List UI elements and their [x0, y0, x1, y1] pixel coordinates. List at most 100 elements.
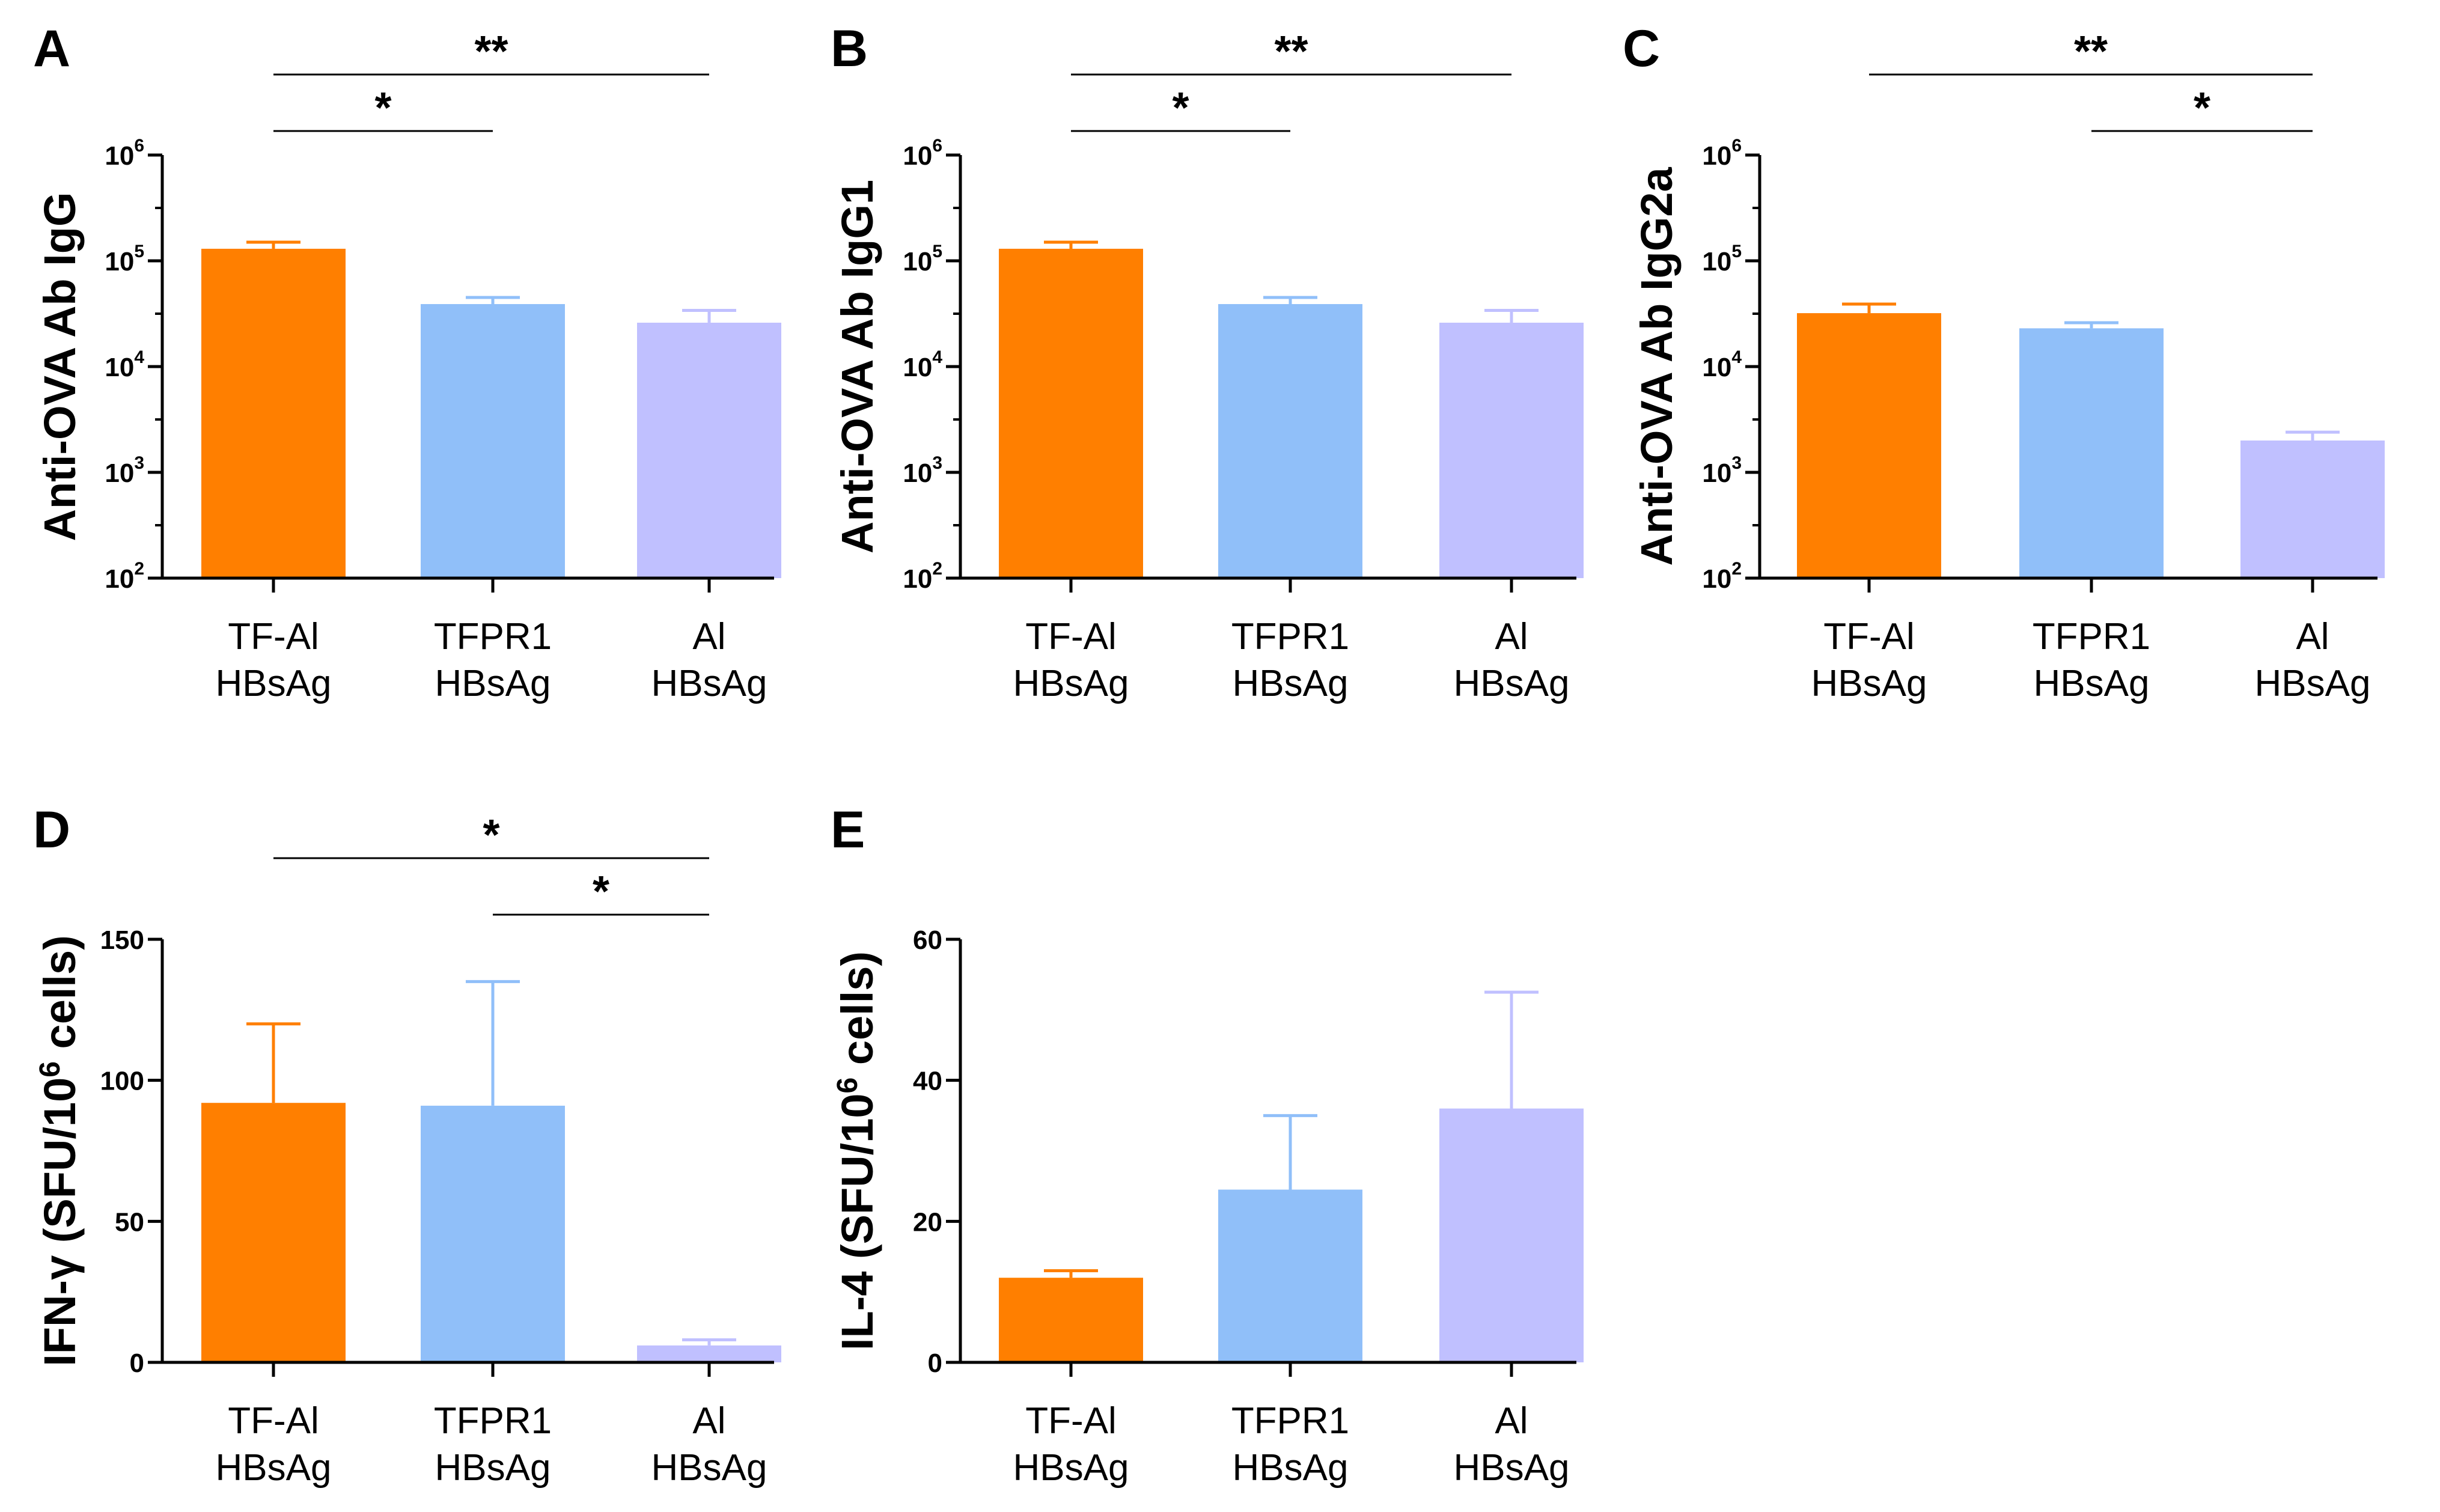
significance-label: * [1172, 84, 1189, 132]
y-tick-label: 0 [928, 1349, 942, 1378]
category-label-line2: HBsAg [2034, 663, 2150, 704]
significance-label: ** [1274, 28, 1308, 76]
y-tick-label: 50 [115, 1207, 144, 1237]
y-tick-label: 106 [105, 136, 144, 171]
category-label-line2: HBsAg [435, 663, 551, 704]
category-label-line2: HBsAg [1013, 1447, 1129, 1489]
y-tick-label: 104 [903, 347, 942, 382]
y-tick-label: 105 [903, 242, 942, 276]
y-axis-label: Anti-OVA Ab IgG [35, 192, 85, 541]
category-label-line1: Al [2296, 616, 2329, 657]
bar [999, 1278, 1143, 1362]
y-tick-label-exp: 4 [134, 347, 144, 367]
category-label-line2: HBsAg [216, 1447, 332, 1489]
y-tick-label-exp: 3 [1731, 453, 1742, 473]
category-label-line1: TFPR1 [2033, 616, 2150, 657]
y-tick-label: 100 [100, 1067, 144, 1096]
category-label-line2: HBsAg [651, 1447, 767, 1489]
y-label-exp: 6 [832, 1078, 864, 1094]
y-tick-label-exp: 6 [134, 136, 144, 156]
bar [1218, 1189, 1362, 1362]
y-tick-label-exp: 5 [1731, 242, 1742, 261]
y-tick-label-base: 10 [1702, 353, 1731, 382]
y-tick-label: 104 [105, 347, 144, 382]
panel-letter: D [33, 801, 70, 859]
bar [1797, 313, 1941, 578]
y-tick-label-exp: 3 [932, 453, 942, 473]
y-tick-label: 102 [1702, 559, 1742, 594]
category-label-line1: TFPR1 [1231, 1400, 1349, 1442]
category-label-line1: Al [1495, 616, 1528, 657]
y-tick-label: 105 [1702, 242, 1742, 276]
bar [637, 322, 781, 578]
category-label-line2: HBsAg [2255, 663, 2371, 704]
y-label-part: IFN-γ (SFU/10 [35, 1078, 85, 1367]
bar [2240, 440, 2385, 578]
panel-d: D IFN-γ (SFU/106 cells) 0 50 100 150 TF-Al HBsA… [33, 801, 781, 1489]
y-tick-label-base: 10 [903, 141, 932, 171]
category-label-line1: TF-Al [1823, 616, 1915, 657]
panel-letter: A [33, 20, 70, 78]
y-tick-label-base: 10 [105, 459, 134, 488]
bar [2019, 328, 2164, 578]
y-axis-label: Anti-OVA Ab IgG2a [1632, 167, 1682, 566]
panel-letter: C [1623, 20, 1660, 78]
y-tick-label: 103 [105, 453, 144, 488]
y-tick-label-base: 10 [1702, 459, 1731, 488]
category-label-line2: HBsAg [651, 663, 767, 704]
y-tick-label-exp: 4 [932, 347, 942, 367]
category-label-line1: Al [1495, 1400, 1528, 1442]
y-tick-label-exp: 3 [134, 453, 144, 473]
y-tick-label-exp: 2 [1731, 559, 1742, 579]
y-tick-label-base: 10 [903, 564, 932, 594]
y-tick-label-exp: 2 [134, 559, 144, 579]
y-tick-label-base: 10 [105, 247, 134, 276]
y-tick-label: 0 [130, 1349, 144, 1378]
category-label-line2: HBsAg [1013, 663, 1129, 704]
bar [999, 248, 1143, 578]
y-axis-label: IL-4 (SFU/106 cells) [832, 951, 882, 1350]
y-tick-label: 40 [913, 1067, 942, 1096]
category-label-line2: HBsAg [435, 1447, 551, 1489]
significance-label: * [483, 811, 499, 859]
significance-label: * [2194, 84, 2210, 132]
category-label-line1: TFPR1 [1231, 616, 1349, 657]
y-tick-label: 60 [913, 925, 942, 955]
y-tick-label: 102 [903, 559, 942, 594]
category-label-line1: TFPR1 [434, 616, 552, 657]
bar [1439, 322, 1584, 578]
panel-letter: E [831, 801, 865, 859]
y-tick-label-base: 10 [1702, 564, 1731, 594]
category-label-line1: TF-Al [228, 1400, 319, 1442]
y-axis-label: Anti-OVA Ab IgG1 [832, 180, 882, 553]
bar [201, 1103, 346, 1362]
category-label-line1: TF-Al [1025, 616, 1117, 657]
y-tick-label: 20 [913, 1207, 942, 1237]
category-label-line1: TFPR1 [434, 1400, 552, 1442]
category-label-line2: HBsAg [1811, 663, 1927, 704]
y-tick-label: 103 [1702, 453, 1742, 488]
significance-label: * [374, 84, 391, 132]
y-tick-label-base: 10 [903, 247, 932, 276]
y-tick-label-exp: 2 [932, 559, 942, 579]
category-label-line1: Al [692, 616, 725, 657]
y-label-exp: 6 [34, 1061, 66, 1078]
category-label-line2: HBsAg [1233, 663, 1349, 704]
significance-label: ** [2074, 28, 2108, 76]
bar [637, 1345, 781, 1362]
category-label-line2: HBsAg [1233, 1447, 1349, 1489]
y-label-part: cells) [832, 951, 882, 1078]
y-tick-label-base: 10 [105, 353, 134, 382]
bar [1439, 1108, 1584, 1362]
panel-letter: B [831, 20, 868, 78]
significance-label: * [593, 868, 609, 916]
category-label-line2: HBsAg [1454, 1447, 1570, 1489]
bar [201, 248, 346, 578]
category-label-line1: TF-Al [1025, 1400, 1117, 1442]
y-tick-label: 105 [105, 242, 144, 276]
bar [421, 1105, 565, 1362]
y-tick-label-base: 10 [903, 459, 932, 488]
